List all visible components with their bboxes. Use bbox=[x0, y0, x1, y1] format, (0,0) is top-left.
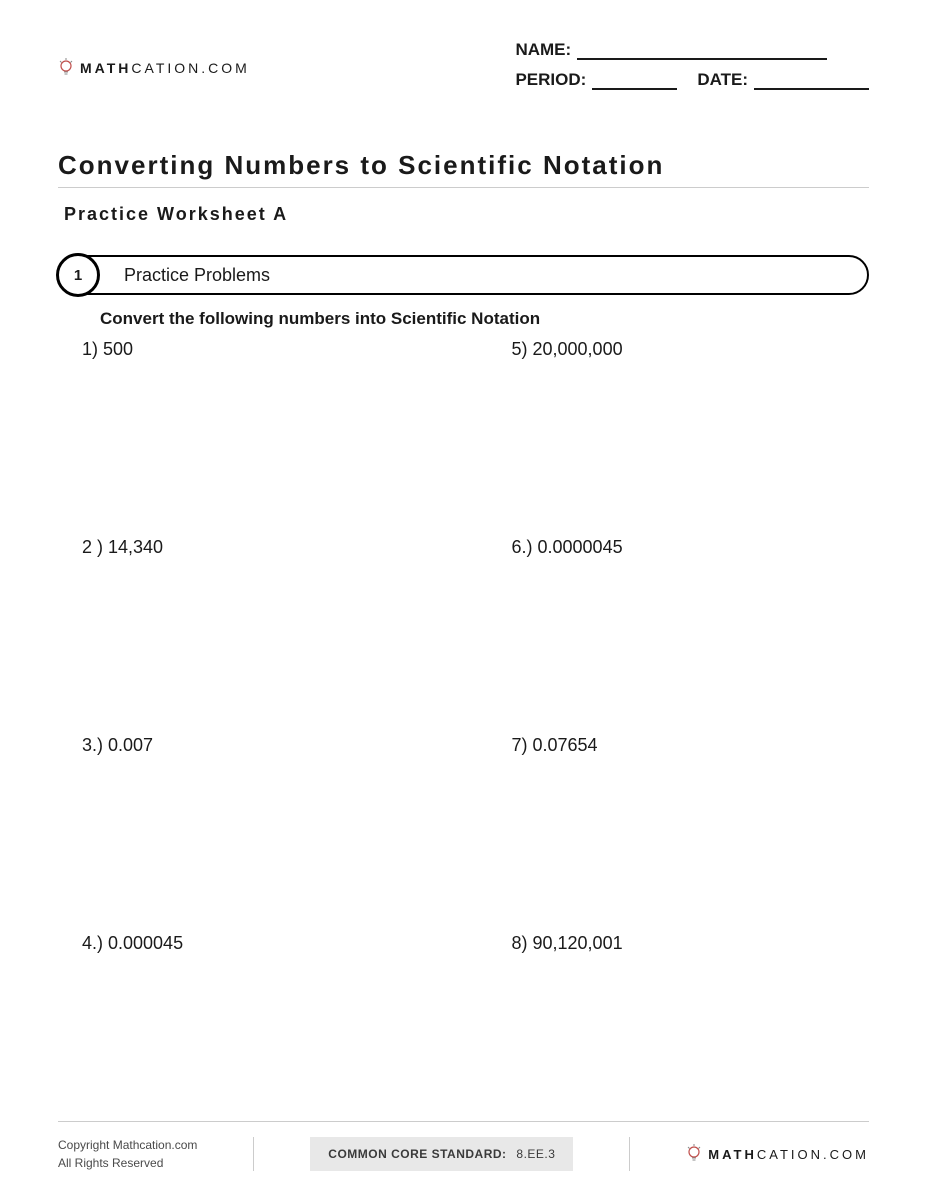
problems-left-column: 1) 500 2 ) 14,340 3.) 0.007 4.) 0.000045 bbox=[82, 339, 476, 1131]
problem-6: 6.) 0.0000045 bbox=[476, 537, 870, 735]
instruction-text: Convert the following numbers into Scien… bbox=[100, 309, 869, 329]
date-blank bbox=[754, 72, 869, 90]
problems-grid: 1) 500 2 ) 14,340 3.) 0.007 4.) 0.000045… bbox=[82, 339, 869, 1131]
problem-1: 1) 500 bbox=[82, 339, 476, 537]
brand-text: MATHCATION.COM bbox=[80, 60, 250, 76]
period-blank bbox=[592, 72, 677, 90]
name-field-row: NAME: bbox=[515, 40, 869, 60]
footer-brand-logo: MATHCATION.COM bbox=[686, 1144, 869, 1164]
footer-divider-left bbox=[253, 1137, 254, 1171]
problem-2: 2 ) 14,340 bbox=[82, 537, 476, 735]
common-core-box: COMMON CORE STANDARD: 8.EE.3 bbox=[310, 1137, 573, 1171]
copyright-line1: Copyright Mathcation.com bbox=[58, 1136, 197, 1154]
standard-code: 8.EE.3 bbox=[516, 1147, 555, 1161]
brand-logo: MATHCATION.COM bbox=[58, 58, 250, 78]
copyright-text: Copyright Mathcation.com All Rights Rese… bbox=[58, 1136, 197, 1172]
header: MATHCATION.COM NAME: PERIOD: DATE: bbox=[58, 40, 869, 100]
footer-divider bbox=[58, 1121, 869, 1122]
footer: Copyright Mathcation.com All Rights Rese… bbox=[58, 1121, 869, 1172]
lightbulb-icon bbox=[686, 1144, 702, 1164]
name-blank bbox=[577, 42, 827, 60]
problem-4: 4.) 0.000045 bbox=[82, 933, 476, 1131]
worksheet-subtitle: Practice Worksheet A bbox=[64, 204, 869, 225]
page-title: Converting Numbers to Scientific Notatio… bbox=[58, 150, 869, 181]
problems-right-column: 5) 20,000,000 6.) 0.0000045 7) 0.07654 8… bbox=[476, 339, 870, 1131]
problem-3: 3.) 0.007 bbox=[82, 735, 476, 933]
standard-label: COMMON CORE STANDARD: bbox=[328, 1147, 506, 1161]
section-header: 1 Practice Problems bbox=[58, 255, 869, 295]
section-number-badge: 1 bbox=[56, 253, 100, 297]
period-date-row: PERIOD: DATE: bbox=[515, 70, 869, 90]
section-title: Practice Problems bbox=[68, 255, 869, 295]
footer-divider-right bbox=[629, 1137, 630, 1171]
copyright-line2: All Rights Reserved bbox=[58, 1154, 197, 1172]
title-divider bbox=[58, 187, 869, 188]
problem-5: 5) 20,000,000 bbox=[476, 339, 870, 537]
lightbulb-icon bbox=[58, 58, 74, 78]
date-label: DATE: bbox=[697, 70, 748, 90]
name-label: NAME: bbox=[515, 40, 571, 60]
problem-7: 7) 0.07654 bbox=[476, 735, 870, 933]
period-label: PERIOD: bbox=[515, 70, 586, 90]
problem-8: 8) 90,120,001 bbox=[476, 933, 870, 1131]
footer-brand-text: MATHCATION.COM bbox=[708, 1147, 869, 1162]
student-fields: NAME: PERIOD: DATE: bbox=[515, 40, 869, 100]
